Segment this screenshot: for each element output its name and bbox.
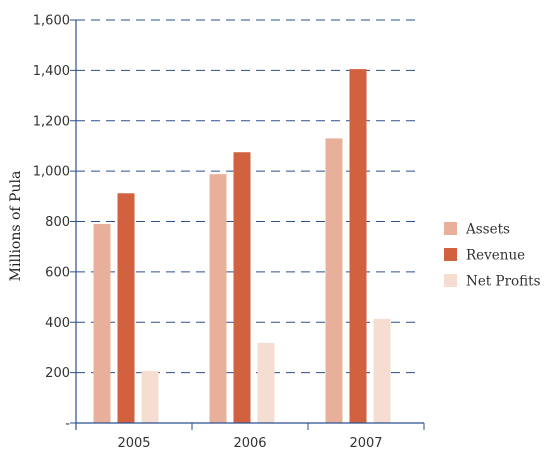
x-tick-label-2007: 2007 [349,436,382,451]
y-tick-label-1: 200 [45,366,70,381]
bar-revenue-2007 [349,69,367,423]
y-axis-label: Millions of Pula [8,171,24,282]
axes [70,19,425,430]
x-tick-labels: 2005 2006 2007 [117,436,382,451]
bar-revenue-2006 [233,152,251,423]
bar-assets-2005 [93,224,111,423]
y-tick-label-8: 1,600 [33,14,70,29]
legend-label-revenue: Revenue [466,248,525,264]
bar-revenue-2005 [117,193,135,423]
y-tick-label-5: 1,000 [33,165,70,180]
y-tick-label-6: 1,200 [33,114,70,129]
bar-net-profits-2007 [373,318,391,423]
y-tick-label-7: 1,400 [33,64,70,79]
y-tick-label-0: - [65,417,70,432]
bar-net-profits-2006 [257,342,275,423]
bar-net-profits-2005 [141,370,159,423]
y-tick-labels: - 200 400 600 800 1,000 1,200 1,400 1,600 [33,14,71,432]
bar-assets-2006 [209,174,227,423]
legend-label-assets: Assets [465,222,510,238]
legend: Assets Revenue Net Profits [444,222,541,290]
y-tick-label-3: 600 [45,265,70,280]
legend-swatch-assets [444,222,457,235]
y-tick-label-2: 400 [45,316,70,331]
legend-swatch-net-profits [444,274,457,287]
legend-label-net-profits: Net Profits [466,274,541,290]
bar-assets-2007 [325,138,343,423]
bars [93,69,391,423]
x-tick-label-2005: 2005 [117,436,150,451]
x-tick-label-2006: 2006 [233,436,266,451]
y-tick-label-4: 800 [45,215,70,230]
legend-swatch-revenue [444,248,457,261]
